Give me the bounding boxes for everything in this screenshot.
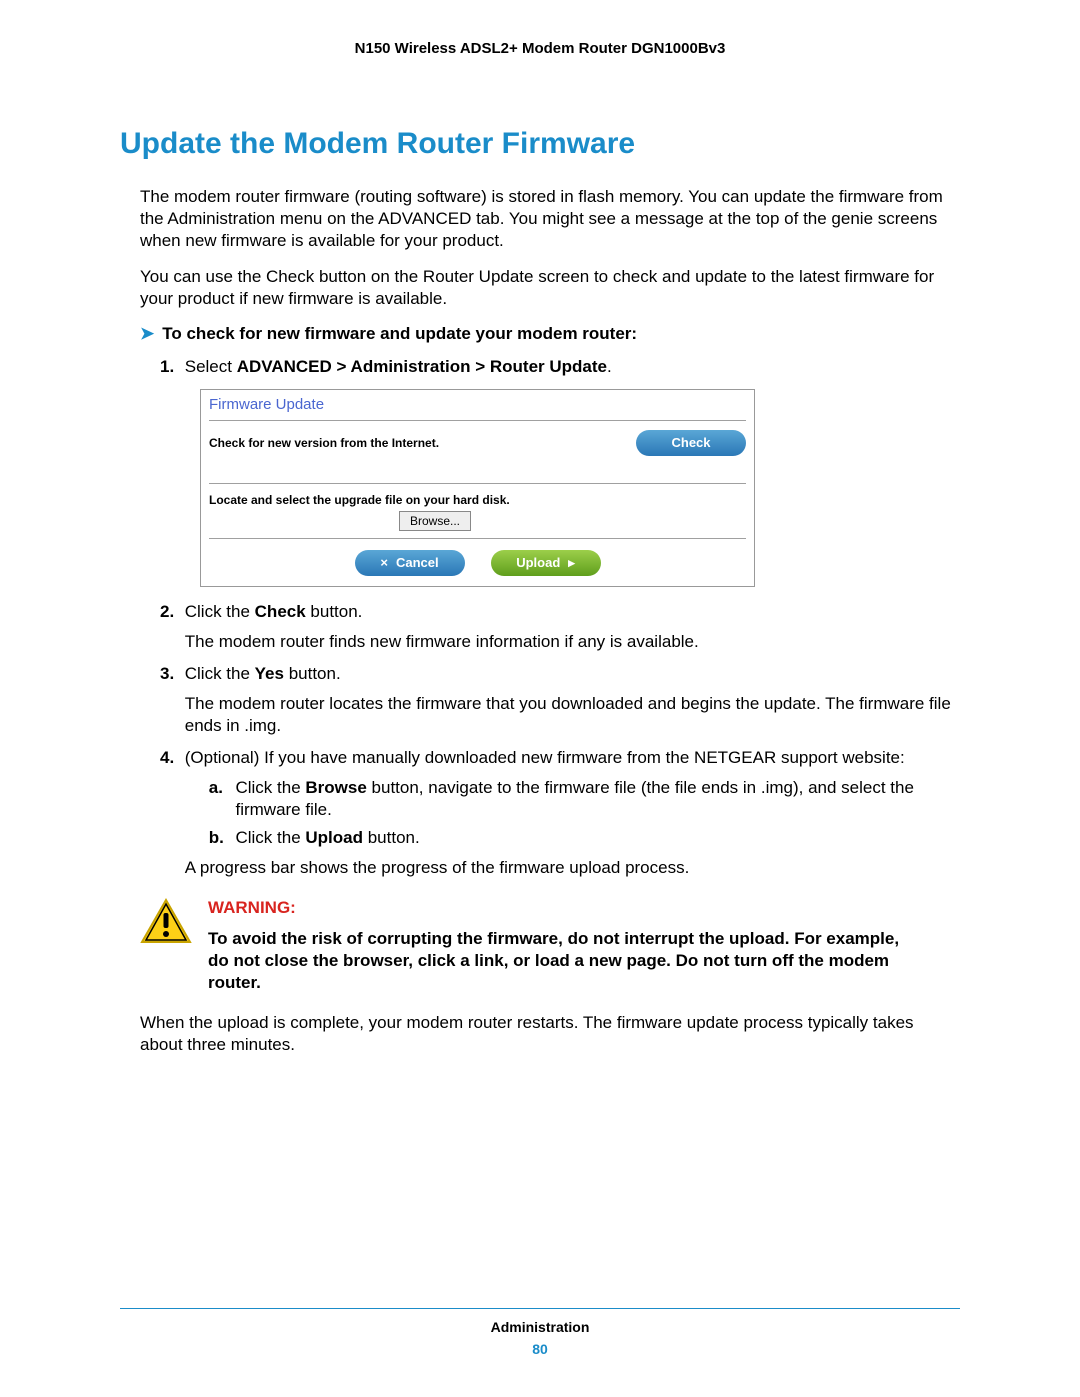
close-x-icon: × (380, 555, 388, 570)
closing-paragraph: When the upload is complete, your modem … (140, 1012, 960, 1056)
step-3-pre: Click the (185, 664, 255, 683)
step-4b-post: button. (363, 828, 420, 847)
warning-text: To avoid the risk of corrupting the firm… (208, 928, 920, 994)
step-1-pre: Select (185, 357, 237, 376)
divider (209, 483, 746, 484)
cancel-label: Cancel (396, 555, 439, 570)
page-header-product: N150 Wireless ADSL2+ Modem Router DGN100… (120, 40, 960, 57)
step-1-post: . (607, 357, 612, 376)
step-2-bold: Check (255, 602, 306, 621)
firmware-update-screenshot: Firmware Update Check for new version fr… (200, 389, 755, 587)
step-3-followup: The modem router locates the firmware th… (185, 693, 957, 737)
step-4-text: (Optional) If you have manually download… (185, 748, 905, 767)
footer-divider (120, 1308, 960, 1309)
step-number: 3. (160, 663, 180, 685)
step-4-substeps: a. Click the Browse button, navigate to … (209, 777, 957, 849)
step-3: 3. Click the Yes button. The modem route… (160, 663, 960, 737)
footer-section-label: Administration (120, 1319, 960, 1335)
step-number: 4. (160, 747, 180, 769)
step-4a: a. Click the Browse button, navigate to … (209, 777, 957, 821)
step-4b-pre: Click the (235, 828, 305, 847)
locate-label: Locate and select the upgrade file on yo… (209, 493, 746, 507)
screenshot-title: Firmware Update (201, 390, 754, 417)
check-button[interactable]: Check (636, 430, 746, 456)
step-2-pre: Click the (185, 602, 255, 621)
step-number: 2. (160, 601, 180, 623)
warning-heading: WARNING: (208, 898, 920, 918)
substep-letter: a. (209, 777, 231, 799)
cancel-button[interactable]: × Cancel (355, 550, 465, 576)
screenshot-footer-buttons: × Cancel Upload ▸ (201, 542, 754, 586)
procedure-heading-text: To check for new firmware and update you… (162, 324, 637, 343)
step-2: 2. Click the Check button. The modem rou… (160, 601, 960, 653)
check-row: Check for new version from the Internet.… (201, 424, 754, 480)
step-1-bold: ADVANCED > Administration > Router Updat… (237, 357, 607, 376)
step-4-followup: A progress bar shows the progress of the… (185, 857, 957, 879)
step-1: 1. Select ADVANCED > Administration > Ro… (160, 356, 960, 378)
step-number: 1. (160, 356, 180, 378)
footer-page-number: 80 (120, 1341, 960, 1357)
warning-block: WARNING: To avoid the risk of corrupting… (140, 898, 960, 994)
locate-row: Locate and select the upgrade file on yo… (201, 487, 754, 535)
step-4b: b. Click the Upload button. (209, 827, 957, 849)
step-4: 4. (Optional) If you have manually downl… (160, 747, 960, 879)
intro-paragraph-1: The modem router firmware (routing softw… (140, 186, 960, 252)
step-list: 1. Select ADVANCED > Administration > Ro… (160, 356, 960, 879)
arrow-right-icon: ▸ (568, 555, 575, 571)
substep-letter: b. (209, 827, 231, 849)
page-title: Update the Modem Router Firmware (120, 127, 960, 161)
divider (209, 420, 746, 421)
step-4a-pre: Click the (235, 778, 305, 797)
browse-button[interactable]: Browse... (399, 511, 471, 531)
check-label: Check for new version from the Internet. (209, 436, 636, 450)
step-3-post: button. (284, 664, 341, 683)
page-footer: Administration 80 (120, 1300, 960, 1357)
step-4a-bold: Browse (305, 778, 366, 797)
divider (209, 538, 746, 539)
warning-triangle-icon (140, 898, 192, 951)
step-2-post: button. (306, 602, 363, 621)
warning-content: WARNING: To avoid the risk of corrupting… (208, 898, 920, 994)
procedure-heading: ➤ To check for new firmware and update yo… (140, 324, 960, 344)
step-2-followup: The modem router finds new firmware info… (185, 631, 957, 653)
upload-label: Upload (516, 555, 560, 570)
step-4b-bold: Upload (305, 828, 363, 847)
step-3-bold: Yes (255, 664, 284, 683)
upload-button[interactable]: Upload ▸ (491, 550, 601, 576)
intro-paragraph-2: You can use the Check button on the Rout… (140, 266, 960, 310)
manual-page: N150 Wireless ADSL2+ Modem Router DGN100… (0, 0, 1080, 1397)
procedure-arrow-icon: ➤ (140, 324, 154, 343)
